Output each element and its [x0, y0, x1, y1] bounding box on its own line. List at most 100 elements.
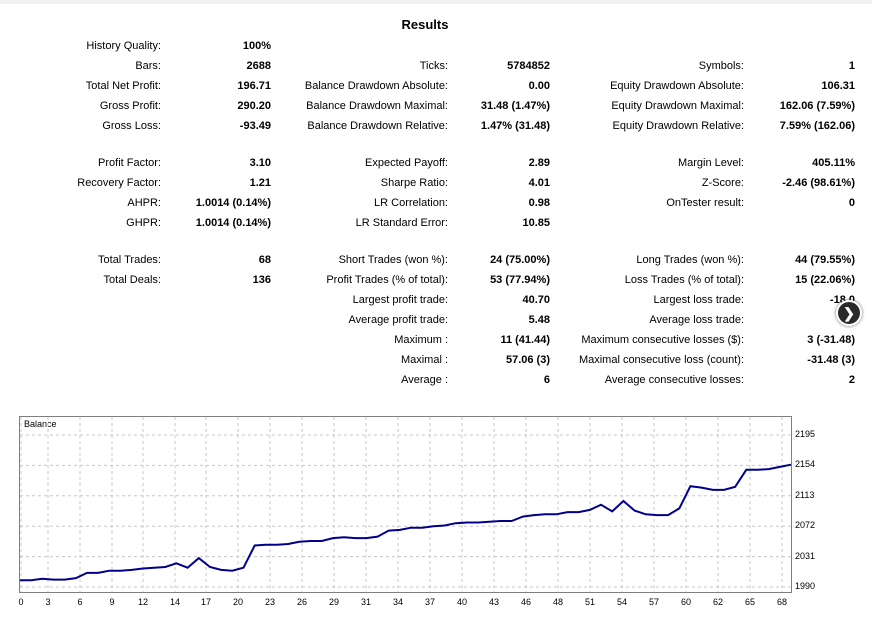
- y-tick-label: 1990: [795, 581, 816, 591]
- x-tick-label: 26: [296, 597, 308, 607]
- stat-label: Average loss trade:: [649, 314, 744, 326]
- x-tick-label: 12: [137, 597, 149, 607]
- stat-label: Ticks:: [419, 60, 448, 72]
- x-tick-label: 34: [392, 597, 404, 607]
- x-tick-label: 62: [712, 597, 724, 607]
- stat-label: Average consecutive losses:: [604, 374, 744, 386]
- stat-label: Maximal :: [400, 354, 448, 366]
- x-tick-label: 65: [744, 597, 756, 607]
- x-tick-label: 51: [584, 597, 596, 607]
- y-tick-label: 2113: [795, 489, 815, 500]
- stat-value: 24 (75.00%): [490, 254, 550, 266]
- x-tick-label: 40: [456, 597, 468, 607]
- stat-value: 3 (-31.48): [807, 334, 855, 346]
- x-tick-label: 17: [200, 597, 212, 607]
- x-tick-label: 23: [264, 597, 276, 607]
- stat-label: Expected Payoff:: [365, 157, 448, 169]
- x-tick-label: 6: [77, 597, 83, 607]
- stat-label: Total Net Profit:: [85, 80, 161, 92]
- stat-value: 6: [543, 374, 550, 386]
- stat-value: 2: [848, 374, 855, 386]
- stat-value: 10.85: [522, 217, 550, 229]
- y-tick-label: 2154: [795, 459, 816, 470]
- stat-label: Average :: [401, 374, 448, 386]
- stat-label: AHPR:: [127, 197, 161, 209]
- stat-label: Bars:: [135, 60, 161, 72]
- stat-label: Profit Trades (% of total):: [326, 274, 448, 286]
- stat-label: Margin Level:: [677, 157, 744, 169]
- stat-value: 7.59% (162.06): [779, 120, 855, 132]
- stat-value: 2688: [246, 60, 271, 72]
- stat-label: Balance Drawdown Maximal:: [306, 100, 448, 112]
- stat-label: Total Trades:: [98, 254, 161, 266]
- stat-value: 53 (77.94%): [490, 274, 550, 286]
- stat-label: LR Standard Error:: [355, 217, 448, 229]
- stat-label: Maximal consecutive loss (count):: [578, 354, 744, 366]
- x-tick-label: 46: [520, 597, 532, 607]
- stat-label: Recovery Factor:: [77, 177, 161, 189]
- stat-label: Long Trades (won %):: [636, 254, 744, 266]
- x-tick-label: 57: [648, 597, 660, 607]
- stat-value: 0.00: [528, 80, 550, 92]
- stat-value: 100%: [242, 40, 271, 52]
- stat-label: Gross Profit:: [99, 100, 161, 112]
- top-edge: [0, 0, 886, 4]
- x-tick-label: 43: [488, 597, 500, 607]
- chevron-right-icon[interactable]: ❯: [836, 300, 862, 326]
- stat-label: Largest loss trade:: [653, 294, 745, 306]
- stat-value: 57.06 (3): [505, 354, 550, 366]
- right-edge: [872, 0, 886, 623]
- stat-label: Sharpe Ratio:: [380, 177, 448, 189]
- stat-value: 4.01: [528, 177, 550, 189]
- stat-value: 3.10: [249, 157, 271, 169]
- stat-value: 1.21: [249, 177, 271, 189]
- stat-value: 68: [258, 254, 271, 266]
- stat-value: 136: [252, 274, 271, 286]
- stat-label: Equity Drawdown Maximal:: [611, 100, 744, 112]
- stat-value: 196.71: [237, 80, 271, 92]
- stat-label: OnTester result:: [666, 197, 744, 209]
- x-tick-label: 68: [776, 597, 788, 607]
- stat-label: Gross Loss:: [102, 120, 161, 132]
- results-title: Results: [401, 17, 449, 32]
- stat-label: Largest profit trade:: [352, 294, 448, 306]
- stat-value: 162.06 (7.59%): [779, 100, 855, 112]
- stat-value: -93.49: [239, 120, 271, 132]
- stat-value: 0: [848, 197, 855, 209]
- x-tick-label: 54: [616, 597, 628, 607]
- y-tick-label: 2195: [795, 429, 816, 439]
- stat-label: GHPR:: [126, 217, 161, 229]
- stat-label: Loss Trades (% of total):: [624, 274, 744, 286]
- stat-value: -31.48 (3): [807, 354, 855, 366]
- stat-label: History Quality:: [86, 40, 161, 52]
- x-tick-label: 3: [45, 597, 51, 607]
- stat-value: 11 (41.44): [500, 334, 550, 346]
- stat-label: Total Deals:: [103, 274, 161, 286]
- y-tick-label: 2072: [795, 520, 816, 531]
- balance-chart: Balance: [19, 416, 792, 593]
- stat-label: Symbols:: [698, 60, 744, 72]
- x-tick-label: 0: [18, 597, 24, 607]
- stat-label: LR Correlation:: [374, 197, 448, 209]
- x-tick-label: 14: [169, 597, 181, 607]
- x-tick-label: 31: [360, 597, 372, 607]
- stat-value: 31.48 (1.47%): [480, 100, 550, 112]
- y-tick-label: 2031: [795, 550, 816, 561]
- stat-value: 1.47% (31.48): [480, 120, 550, 132]
- stat-label: Maximum consecutive losses ($):: [581, 334, 744, 346]
- stat-value: 290.20: [237, 100, 271, 112]
- stat-value: 1: [848, 60, 855, 72]
- x-tick-label: 60: [680, 597, 692, 607]
- stat-value: 2.89: [528, 157, 550, 169]
- x-tick-label: 29: [328, 597, 340, 607]
- stat-value: 106.31: [821, 80, 855, 92]
- stat-label: Z-Score:: [701, 177, 744, 189]
- stat-label: Balance Drawdown Absolute:: [304, 80, 448, 92]
- stat-label: Average profit trade:: [348, 314, 448, 326]
- stat-label: Equity Drawdown Relative:: [612, 120, 744, 132]
- balance-line: [20, 463, 792, 582]
- chart-title: Balance: [24, 419, 57, 429]
- stat-value: 405.11%: [812, 157, 855, 169]
- x-tick-label: 20: [232, 597, 244, 607]
